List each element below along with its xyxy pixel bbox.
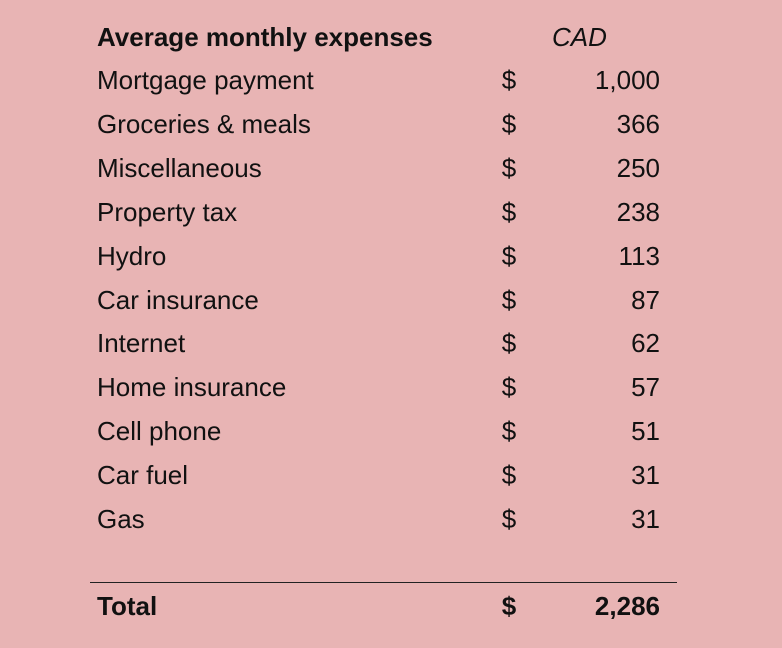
currency-symbol: $ bbox=[501, 416, 517, 447]
expense-label: Miscellaneous bbox=[97, 152, 262, 183]
expense-amount: 113 bbox=[618, 240, 660, 271]
table-row: Hydro $113 bbox=[0, 236, 782, 276]
currency-symbol: $ bbox=[501, 65, 517, 95]
currency-symbol: $ bbox=[501, 460, 517, 491]
currency-symbol: $ bbox=[501, 108, 517, 139]
table-row: Gas $31 bbox=[0, 499, 782, 539]
table-row: Car fuel $31 bbox=[0, 455, 782, 495]
currency-symbol: $ bbox=[501, 240, 517, 271]
expense-amount: 31 bbox=[631, 504, 660, 534]
expense-label: Groceries & meals bbox=[97, 108, 311, 139]
expense-label: Car fuel bbox=[97, 460, 189, 491]
expense-label: Car insurance bbox=[97, 284, 259, 315]
expense-amount: 238 bbox=[616, 196, 660, 227]
expense-amount: 250 bbox=[616, 152, 660, 183]
expense-amount: 366 bbox=[616, 108, 660, 139]
expense-label: Hydro bbox=[97, 240, 167, 271]
expense-label: Mortgage payment bbox=[97, 65, 314, 95]
table-row: Internet $62 bbox=[0, 323, 782, 363]
table-row: Property tax $238 bbox=[0, 192, 782, 232]
table-title: Average monthly expenses bbox=[97, 22, 433, 52]
currency-header: CAD bbox=[552, 22, 607, 52]
currency-symbol: $ bbox=[501, 284, 517, 315]
expense-amount: 51 bbox=[631, 416, 660, 447]
expense-label: Home insurance bbox=[97, 372, 287, 403]
currency-symbol: $ bbox=[501, 196, 517, 227]
table-row: Groceries & meals $366 bbox=[0, 104, 782, 144]
table-row: Miscellaneous $250 bbox=[0, 148, 782, 188]
currency-symbol: $ bbox=[501, 328, 517, 359]
expense-amount: 31 bbox=[631, 460, 660, 491]
expense-amount: 57 bbox=[631, 372, 660, 403]
total-amount: 2,286 bbox=[594, 591, 660, 621]
expense-label: Gas bbox=[97, 504, 145, 534]
table-row: Car insurance $87 bbox=[0, 280, 782, 320]
total-currency-symbol: $ bbox=[501, 591, 517, 621]
table-row: Cell phone $51 bbox=[0, 411, 782, 451]
total-row: Total $ 2,286 bbox=[0, 586, 782, 626]
table-row: Mortgage payment $1,000 bbox=[0, 60, 782, 100]
table-row: Home insurance $57 bbox=[0, 367, 782, 407]
expense-label: Cell phone bbox=[97, 416, 222, 447]
currency-symbol: $ bbox=[501, 504, 517, 534]
currency-symbol: $ bbox=[501, 152, 517, 183]
expense-label: Internet bbox=[97, 328, 186, 359]
expense-amount: 1,000 bbox=[594, 65, 660, 95]
expense-amount: 87 bbox=[631, 284, 660, 315]
expense-amount: 62 bbox=[631, 328, 660, 359]
expense-label: Property tax bbox=[97, 196, 238, 227]
total-label: Total bbox=[97, 591, 158, 621]
currency-symbol: $ bbox=[501, 372, 517, 403]
total-divider bbox=[90, 582, 677, 583]
